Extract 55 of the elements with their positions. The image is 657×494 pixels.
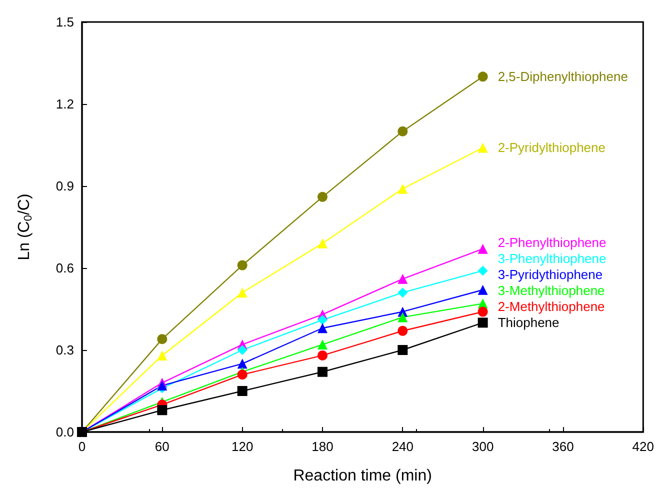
point (157, 405, 168, 416)
y-tick-label: 0.3 (56, 342, 74, 358)
point (237, 386, 248, 396)
x-tick-label: 120 (231, 439, 254, 454)
point (237, 370, 248, 380)
point (398, 345, 408, 355)
y-axis-title: Ln (C0/C) (16, 194, 34, 260)
x-tick-label: 180 (312, 439, 334, 454)
point (478, 284, 488, 295)
series-label: 2-Pyridylthiophene (498, 140, 606, 156)
point (478, 72, 488, 82)
point (317, 323, 328, 334)
series-label: 2-Methylthiophene (498, 299, 605, 314)
point (317, 238, 328, 248)
series-label: 3-Phenylthiophene (498, 251, 606, 266)
x-tick-label: 60 (154, 439, 170, 454)
point (398, 326, 408, 336)
x-axis-title: Reaction time (min) (293, 468, 432, 484)
x-tick-label: 300 (472, 439, 494, 454)
series-label: 3-Methylthiophene (498, 283, 605, 298)
point (398, 274, 408, 284)
series-label: 3-Pyridythiophene (498, 267, 603, 282)
series-label: 2-Phenylthiophene (498, 235, 606, 250)
x-tick-label: 360 (552, 439, 574, 454)
y-tick-label: 0.6 (56, 260, 74, 276)
point (237, 358, 248, 369)
x-tick-label: 0 (78, 439, 86, 454)
point (478, 244, 488, 254)
x-tick-label: 420 (632, 439, 654, 454)
series-label: 2,5-Diphenylthiophene (498, 69, 628, 84)
point (157, 380, 168, 391)
point (237, 288, 248, 298)
point (398, 288, 408, 298)
point (478, 306, 488, 317)
point (317, 314, 328, 325)
point (317, 340, 328, 350)
y-tick-label: 1.5 (56, 14, 74, 30)
point (317, 366, 328, 377)
point (478, 142, 488, 153)
point (237, 260, 248, 270)
y-tick-label: 0.0 (56, 424, 74, 440)
point (157, 334, 168, 344)
y-tick-label: 0.9 (56, 178, 74, 194)
point (398, 184, 408, 194)
point (398, 126, 408, 136)
point (318, 192, 328, 202)
point (478, 266, 488, 276)
point (157, 350, 168, 360)
x-tick-label: 240 (392, 439, 414, 454)
point (237, 345, 248, 355)
point (398, 312, 408, 322)
series-label: Thiophene (498, 315, 560, 330)
y-tick-label: 1.2 (56, 96, 74, 112)
point (478, 318, 488, 328)
point (318, 350, 328, 360)
